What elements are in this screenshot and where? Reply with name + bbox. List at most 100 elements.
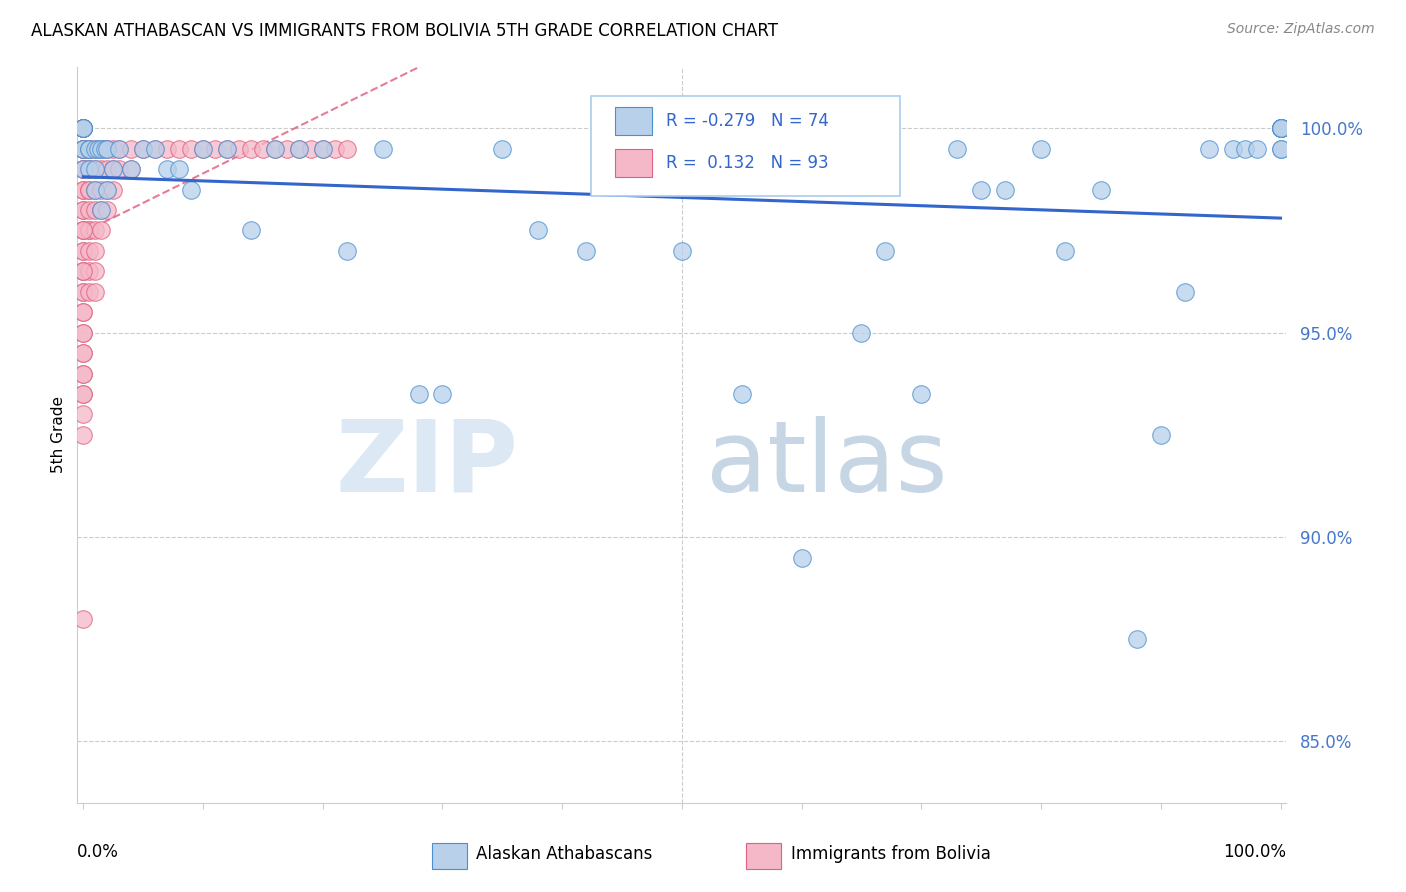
Point (1270, 121, 1292, 136)
Point (72, 121, 94, 136)
Point (72, 244, 94, 258)
Point (72, 162, 94, 177)
Point (875, 244, 897, 258)
Point (72, 367, 94, 381)
Point (371, 142, 394, 156)
Point (84, 162, 107, 177)
Point (72, 387, 94, 401)
Point (79, 202, 101, 217)
Point (228, 142, 250, 156)
Point (1029, 142, 1052, 156)
Point (1090, 183, 1112, 197)
Point (72, 121, 94, 136)
Point (72, 162, 94, 177)
Point (108, 142, 131, 156)
Point (946, 142, 969, 156)
Point (94, 142, 117, 156)
Point (72, 162, 94, 177)
Point (96, 202, 118, 217)
Point (72, 346, 94, 360)
Point (72, 346, 94, 360)
Point (1270, 121, 1292, 136)
Point (72, 427, 94, 442)
Point (84, 183, 107, 197)
Point (695, 142, 717, 156)
Point (790, 550, 813, 565)
Point (432, 387, 454, 401)
Point (79, 142, 101, 156)
Point (72, 142, 94, 156)
Point (1198, 142, 1220, 156)
Point (851, 326, 873, 340)
Point (143, 142, 166, 156)
Point (72, 326, 94, 340)
Point (120, 162, 142, 177)
Point (610, 142, 633, 156)
Point (575, 244, 598, 258)
Point (72, 387, 94, 401)
Point (79, 142, 101, 156)
Point (312, 142, 335, 156)
Text: Source: ZipAtlas.com: Source: ZipAtlas.com (1227, 22, 1375, 37)
Point (96, 162, 118, 177)
Point (180, 142, 202, 156)
Point (72, 223, 94, 237)
Point (299, 142, 322, 156)
Point (103, 183, 125, 197)
Point (215, 142, 238, 156)
Point (90, 202, 112, 217)
Point (103, 162, 125, 177)
Text: R = -0.279   N = 74: R = -0.279 N = 74 (666, 112, 830, 129)
Point (103, 162, 125, 177)
Point (79, 223, 101, 237)
Point (79, 223, 101, 237)
Point (90, 142, 112, 156)
Point (1053, 244, 1076, 258)
Point (156, 162, 179, 177)
Point (72, 202, 94, 217)
Point (336, 142, 359, 156)
Point (132, 142, 155, 156)
Point (79, 142, 101, 156)
Point (84, 202, 107, 217)
Point (167, 142, 190, 156)
Point (1270, 121, 1292, 136)
Point (103, 142, 125, 156)
Point (72, 121, 94, 136)
Y-axis label: 5th Grade: 5th Grade (51, 396, 66, 474)
Point (84, 285, 107, 299)
Point (79, 285, 101, 299)
Point (276, 142, 298, 156)
FancyBboxPatch shape (432, 843, 467, 869)
Point (1222, 142, 1244, 156)
Point (72, 142, 94, 156)
Point (86, 142, 108, 156)
Point (84, 142, 107, 156)
FancyBboxPatch shape (616, 149, 652, 177)
Point (288, 142, 311, 156)
Point (72, 264, 94, 278)
Point (79, 244, 101, 258)
Text: R =  0.132   N = 93: R = 0.132 N = 93 (666, 153, 828, 171)
Point (90, 183, 112, 197)
Point (72, 305, 94, 319)
Point (671, 244, 693, 258)
Point (910, 387, 932, 401)
Point (72, 183, 94, 197)
Point (1150, 427, 1173, 442)
Text: ALASKAN ATHABASCAN VS IMMIGRANTS FROM BOLIVIA 5TH GRADE CORRELATION CHART: ALASKAN ATHABASCAN VS IMMIGRANTS FROM BO… (31, 22, 778, 40)
Point (120, 142, 142, 156)
Point (731, 387, 754, 401)
Text: Alaskan Athabascans: Alaskan Athabascans (477, 846, 652, 863)
Point (72, 408, 94, 422)
Point (72, 305, 94, 319)
Point (191, 142, 214, 156)
Point (72, 142, 94, 156)
Point (408, 387, 430, 401)
Point (90, 202, 112, 217)
Point (1246, 142, 1268, 156)
Text: Immigrants from Bolivia: Immigrants from Bolivia (790, 846, 991, 863)
Point (72, 223, 94, 237)
Point (1174, 285, 1197, 299)
FancyBboxPatch shape (747, 843, 782, 869)
